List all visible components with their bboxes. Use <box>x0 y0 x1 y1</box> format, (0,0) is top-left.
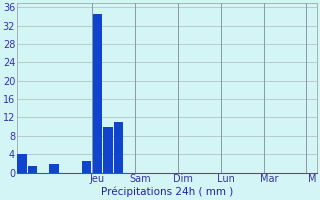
Bar <box>28 166 37 173</box>
Bar <box>114 122 124 173</box>
Bar <box>49 164 59 173</box>
Bar <box>82 161 91 173</box>
Bar <box>92 14 102 173</box>
Bar <box>103 127 113 173</box>
X-axis label: Précipitations 24h ( mm ): Précipitations 24h ( mm ) <box>101 187 233 197</box>
Bar <box>17 154 27 173</box>
